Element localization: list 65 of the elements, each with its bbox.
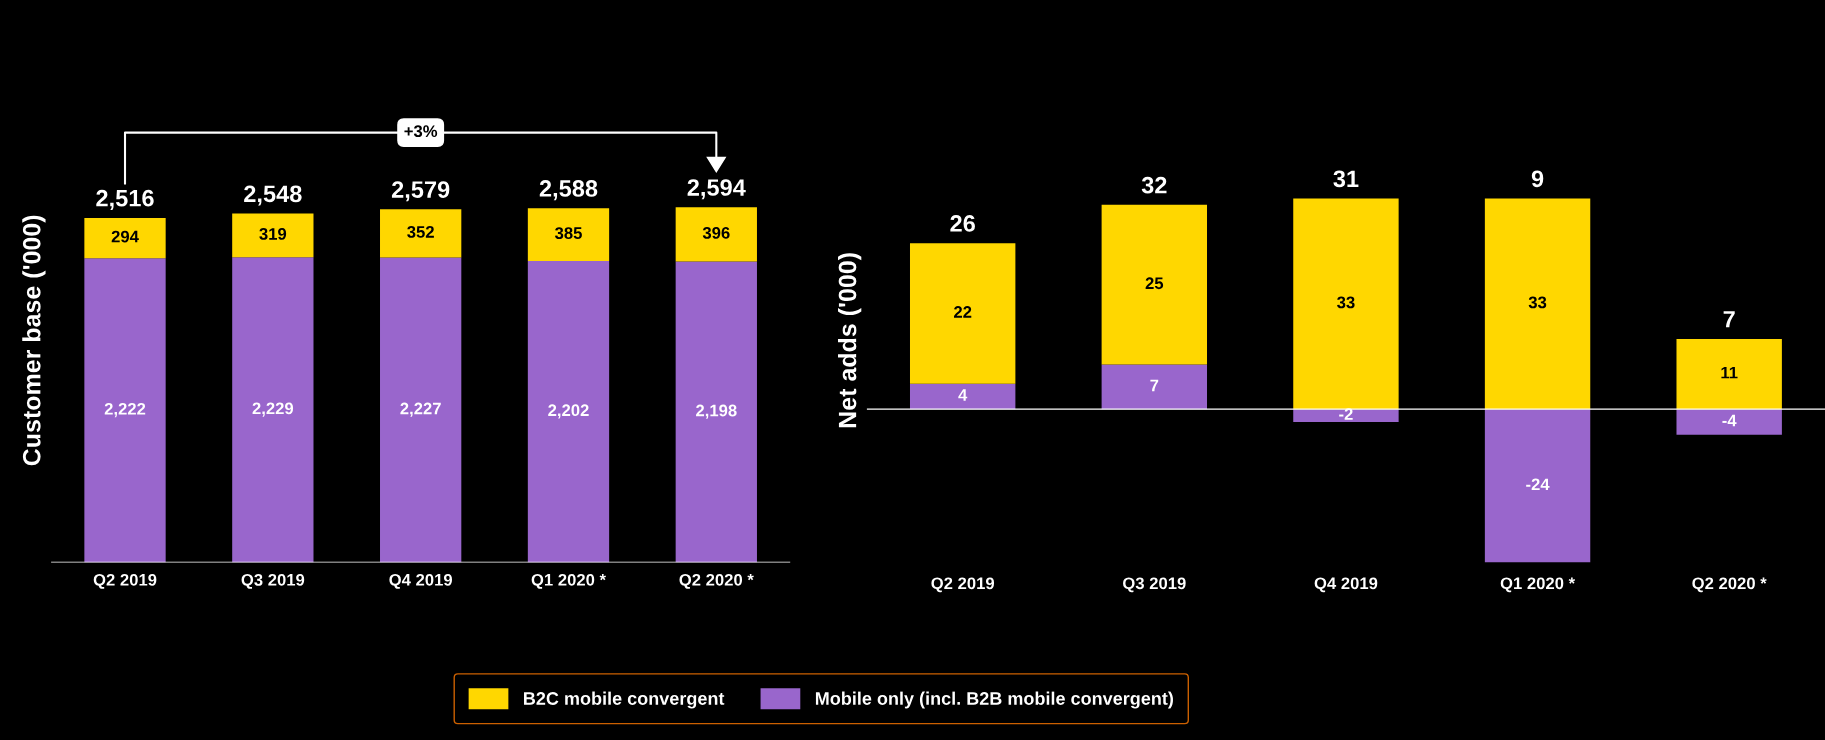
y-axis-title: Net adds ('000)	[838, 253, 862, 428]
data-label: 2,222	[104, 402, 146, 418]
bar	[1484, 198, 1591, 410]
bar	[380, 257, 462, 563]
bar	[232, 213, 314, 258]
total-label: 2,548	[244, 185, 302, 206]
data-label: 25	[1145, 277, 1164, 290]
bar	[675, 207, 757, 262]
total-label: 2,579	[391, 181, 450, 202]
data-label: -4	[1722, 414, 1737, 427]
x-tick-label: Q1 2020 *	[531, 573, 606, 589]
bar	[232, 257, 314, 563]
data-label: 2,229	[252, 402, 294, 417]
total-label: 2,588	[539, 180, 598, 201]
bar	[909, 383, 1016, 410]
text: +3%	[404, 125, 438, 138]
bar	[527, 260, 610, 563]
data-label: 7	[1150, 379, 1159, 392]
total-label: 9	[1531, 170, 1544, 188]
bar	[1101, 364, 1208, 410]
bar	[84, 258, 166, 563]
total-label: 31	[1333, 170, 1359, 188]
x-tick-label: Q3 2019	[1123, 577, 1186, 593]
bar	[380, 209, 462, 258]
total-label: 7	[1723, 311, 1735, 328]
data-label: 22	[954, 306, 972, 318]
bar	[1293, 409, 1399, 422]
bar	[84, 217, 166, 259]
bar	[675, 261, 757, 563]
data-label: 4	[958, 389, 968, 401]
bar	[1101, 204, 1208, 365]
bar	[909, 243, 1016, 384]
total-label: 2,516	[96, 189, 154, 210]
x-tick-label: Q2 2020 *	[1692, 577, 1767, 593]
data-label: -24	[1526, 478, 1550, 491]
legend-label: B2C mobile convergent	[524, 691, 725, 709]
data-label: 2,227	[400, 402, 441, 417]
data-label: 319	[259, 228, 287, 240]
legend-label: Mobile only (incl. B2B mobile convergent)	[815, 691, 1173, 709]
bar	[1293, 198, 1399, 410]
total-label: 32	[1141, 176, 1167, 194]
x-tick-label: Q2 2019	[931, 577, 995, 593]
y-axis-title: Customer base ('000)	[22, 215, 46, 466]
x-tick-label: Q4 2019	[1314, 577, 1378, 593]
data-label: 33	[1337, 296, 1355, 309]
x-tick-label: Q1 2020 *	[1500, 577, 1576, 593]
bar	[1484, 409, 1591, 563]
bar	[1676, 338, 1782, 410]
data-label: 11	[1721, 366, 1738, 379]
bar	[527, 208, 610, 261]
data-label: 385	[554, 227, 582, 240]
total-label: 26	[950, 215, 975, 232]
total-label: 2,594	[687, 179, 746, 200]
data-label: 396	[702, 226, 730, 239]
x-tick-label: Q4 2019	[389, 573, 453, 589]
x-tick-label: Q3 2019	[241, 573, 305, 589]
x-tick-label: Q2 2019	[93, 573, 157, 589]
data-label: 2,198	[696, 404, 737, 419]
bar	[1676, 409, 1782, 435]
x-tick-label: Q2 2020 *	[679, 573, 754, 589]
data-label: -2	[1339, 408, 1353, 420]
data-label: 352	[407, 226, 434, 238]
data-label: 2,202	[548, 404, 589, 419]
data-label: 294	[111, 230, 139, 243]
data-label: 33	[1528, 296, 1547, 309]
